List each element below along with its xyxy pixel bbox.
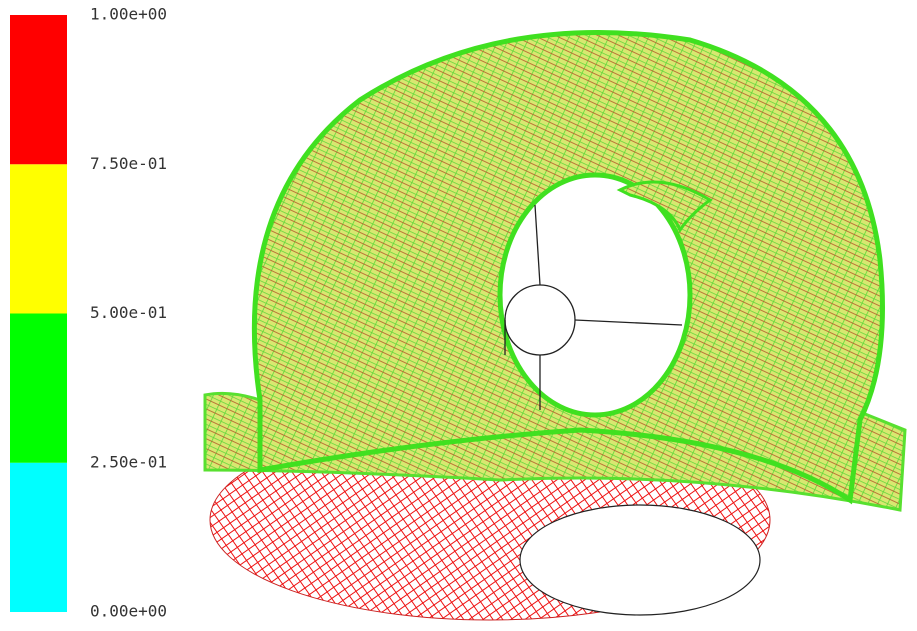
colorbar-label: 7.50e-01	[90, 154, 167, 173]
colorbar-segment	[10, 164, 67, 314]
colorbar-label: 5.00e-01	[90, 303, 167, 322]
colorbar-label: 2.50e-01	[90, 452, 167, 471]
colorbar-label: 0.00e+00	[90, 602, 167, 621]
colorbar-label: 1.00e+00	[90, 5, 167, 24]
volute-geometry	[203, 30, 907, 621]
colorbar-segment	[10, 15, 67, 165]
colorbar-segment	[10, 313, 67, 463]
colorbar-segment	[10, 462, 67, 612]
colorbar: 0.00e+00 2.50e-01 5.00e-01 7.50e-01 1.00e+00	[10, 5, 167, 621]
